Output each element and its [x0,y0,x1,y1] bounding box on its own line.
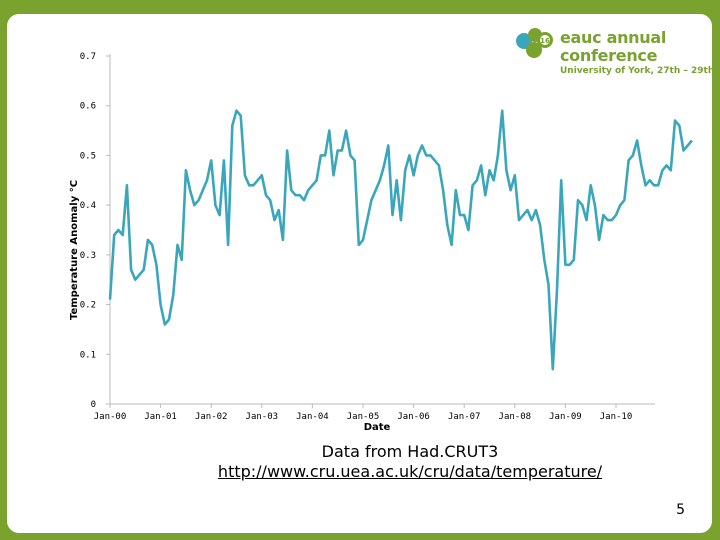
y-tick-label: 0.5 [80,151,96,161]
x-tick-label: Jan-07 [448,412,481,422]
series-group [108,109,693,371]
x-tick-label: Jan-00 [94,412,127,422]
logo-subtitle: University of York, 27th – 29th March 20… [560,66,712,76]
temperature-anomaly-line [108,109,693,371]
x-axis-ticks: Jan-00 Jan-01 Jan-02 Jan-03 Jan-04 Jan-05 Jan-… [94,404,633,422]
x-tick-label: Jan-06 [397,412,430,422]
logo-title-line2: conference [560,46,658,65]
y-tick-label: 0.1 [80,350,96,360]
x-tick-label: Jan-08 [499,412,532,422]
x-tick-label: Jan-02 [195,412,228,422]
page-number: 5 [676,502,685,518]
x-tick-label: Jan-05 [347,412,380,422]
y-tick-label: 0.4 [80,201,96,211]
y-tick-label: 0.7 [80,52,96,62]
conference-logo: 16 eauc annual conference University of … [512,24,712,94]
y-tick-label: 0.3 [80,251,96,261]
source-link[interactable]: http://www.cru.uea.ac.uk/cru/data/temper… [217,462,603,481]
y-tick-label: 0.6 [80,102,96,112]
temperature-chart: 00.10.20.30.40.50.60.7 Jan-00 Jan-01 Jan-0… [69,52,693,433]
x-tick-label: Jan-10 [600,412,633,422]
x-tick-label: Jan-04 [296,412,329,422]
y-axis-ticks: 0 0.1 0.2 0.3 0.4 0.5 0.6 0.7 [80,52,110,410]
logo-title-line1: eauc annual [560,28,667,47]
x-tick-label: Jan-09 [549,412,582,422]
logo-dots-icon: 16 [516,28,553,58]
y-tick-label: 0 [91,400,96,410]
x-axis-label: Date [364,422,391,433]
slide: 16 eauc annual conference University of … [7,14,712,533]
x-tick-label: Jan-01 [144,412,177,422]
x-tick-label: Jan-03 [246,412,279,422]
y-axis-label: Temperature Anomaly °C [69,180,80,320]
source-text: Data from Had.CRUT3 [321,442,499,461]
data-source-note: Data from Had.CRUT3 http://www.cru.uea.a… [180,442,640,482]
y-tick-label: 0.2 [80,301,96,311]
logo-badge: 16 [540,37,550,45]
